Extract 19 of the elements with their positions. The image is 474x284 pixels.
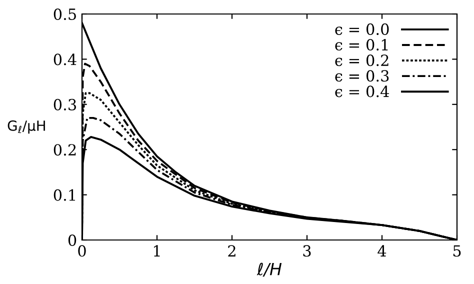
y-tick-label: 0 <box>68 234 76 246</box>
x-tick-label: 0 <box>78 245 86 257</box>
x-tick-label: 4 <box>378 245 386 256</box>
legend-label: ϵ = 0.1 <box>335 38 388 51</box>
y-tick-label: 0.3 <box>54 98 76 110</box>
y-tick-label: 0.4 <box>54 54 76 66</box>
x-tick-label: 3 <box>303 245 311 257</box>
x-tick-label: 2 <box>228 245 236 256</box>
x-axis-title: ℓ/H <box>256 262 282 277</box>
y-tick-label: 0.5 <box>54 8 76 20</box>
y-tick-label: 0.1 <box>54 189 75 201</box>
legend-label: ϵ = 0.4 <box>335 86 390 98</box>
y-tick-label: 0.2 <box>54 144 76 156</box>
y-axis-title: G$_{ℓ}$/μH <box>8 120 45 134</box>
x-tick-label: 1 <box>154 245 160 256</box>
x-tick-label: 5 <box>453 245 461 257</box>
legend-label: ϵ = 0.0 <box>335 23 389 35</box>
legend-label: ϵ = 0.2 <box>335 54 388 66</box>
legend-label: ϵ = 0.3 <box>335 70 389 82</box>
